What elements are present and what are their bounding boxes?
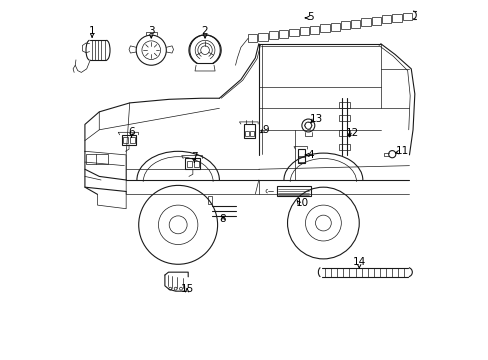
Text: 15: 15 xyxy=(180,284,193,294)
Bar xyxy=(381,15,390,23)
Circle shape xyxy=(158,205,198,244)
Text: 12: 12 xyxy=(345,129,358,138)
Bar xyxy=(339,116,349,121)
Bar xyxy=(123,137,128,143)
Circle shape xyxy=(305,205,341,241)
Bar xyxy=(298,157,304,162)
Text: 14: 14 xyxy=(352,257,365,267)
Bar xyxy=(279,30,288,38)
Bar xyxy=(402,13,411,21)
Circle shape xyxy=(301,119,314,132)
Bar xyxy=(250,131,253,135)
Bar xyxy=(247,35,257,42)
Bar xyxy=(244,131,249,135)
Bar xyxy=(276,186,310,196)
Text: 7: 7 xyxy=(191,152,197,162)
Bar xyxy=(350,20,360,28)
Bar xyxy=(392,14,401,22)
Circle shape xyxy=(139,185,217,264)
Text: 11: 11 xyxy=(395,146,408,156)
Bar xyxy=(340,21,349,29)
Text: 5: 5 xyxy=(307,12,313,22)
Bar xyxy=(289,28,298,36)
Text: 10: 10 xyxy=(295,198,308,208)
Bar xyxy=(339,144,349,150)
Bar xyxy=(330,23,339,31)
Bar xyxy=(339,130,349,135)
Bar xyxy=(244,124,255,138)
Bar xyxy=(309,26,319,33)
Bar xyxy=(299,27,308,35)
Text: 1: 1 xyxy=(89,26,95,36)
Text: 6: 6 xyxy=(128,127,135,136)
Bar xyxy=(193,161,199,167)
Circle shape xyxy=(287,187,359,259)
Text: 4: 4 xyxy=(307,150,313,160)
Bar xyxy=(185,158,200,169)
Bar xyxy=(339,102,349,108)
Text: 3: 3 xyxy=(148,26,154,36)
Bar xyxy=(371,17,380,25)
Bar xyxy=(122,135,136,145)
Bar xyxy=(268,31,277,39)
Text: 8: 8 xyxy=(219,215,226,224)
Circle shape xyxy=(136,35,166,65)
Text: 9: 9 xyxy=(262,125,269,135)
Bar xyxy=(129,137,135,143)
Bar xyxy=(86,154,107,164)
Text: 2: 2 xyxy=(202,26,208,36)
Bar xyxy=(361,18,370,26)
Bar xyxy=(258,33,267,41)
Text: 13: 13 xyxy=(309,114,322,124)
Bar xyxy=(320,24,329,32)
Circle shape xyxy=(201,46,209,54)
Bar xyxy=(297,149,305,163)
Bar xyxy=(207,197,212,204)
Bar xyxy=(186,161,192,167)
